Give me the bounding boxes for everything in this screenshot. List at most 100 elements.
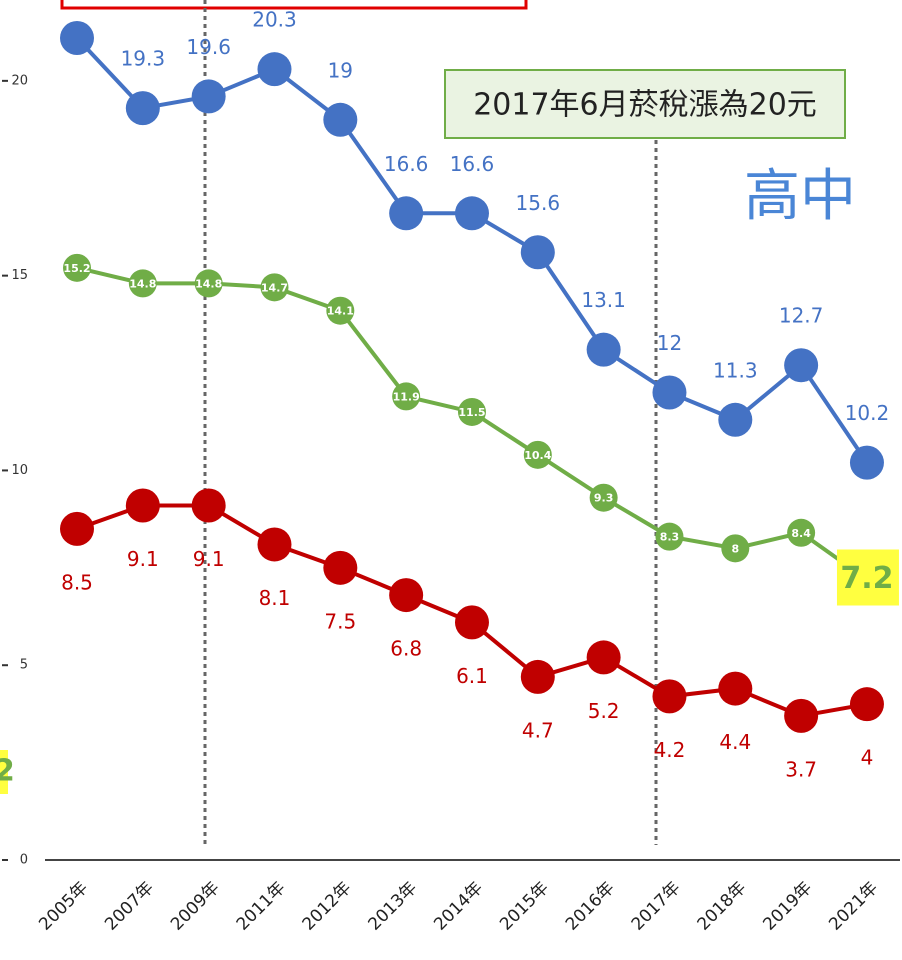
y-tick-label: 5 [20, 658, 28, 673]
data-label: 8.3 [660, 531, 680, 544]
point [260, 273, 289, 302]
data-label: 15.2 [63, 262, 90, 275]
point [849, 687, 884, 722]
point [128, 269, 157, 298]
data-label: 7.2 [840, 561, 893, 596]
point [326, 296, 355, 325]
point [125, 91, 160, 126]
data-label: 8.4 [791, 527, 811, 540]
x-tick-label: 2013年 [364, 878, 421, 935]
point [392, 382, 421, 411]
point [60, 511, 94, 546]
point [523, 440, 552, 469]
x-tick-label: 2005年 [35, 878, 92, 935]
data-label: 14.8 [195, 277, 222, 290]
point [194, 269, 223, 298]
point [718, 671, 753, 706]
data-label: 5.2 [588, 699, 620, 723]
point [520, 659, 555, 694]
point [389, 196, 424, 231]
point [586, 332, 621, 367]
data-label: 8.5 [61, 570, 93, 594]
top-box [60, 0, 528, 10]
annotation-box [444, 69, 846, 139]
point [323, 550, 358, 585]
data-label: 19.6 [186, 35, 231, 59]
annotation: 2017年6月菸稅漲為20元 [473, 88, 817, 123]
highlight [836, 549, 899, 606]
point [457, 397, 486, 426]
point [454, 605, 489, 640]
data-label: 19.3 [121, 47, 166, 71]
point [454, 196, 489, 231]
point [586, 640, 621, 675]
point [63, 253, 91, 282]
data-label: 7.5 [324, 609, 356, 633]
y-tick-label: 0 [20, 853, 28, 868]
point [652, 679, 687, 714]
x-tick-label: 2011年 [233, 878, 290, 935]
data-label: 11.9 [393, 390, 420, 403]
data-label: 10.4 [524, 449, 551, 462]
point [125, 488, 160, 523]
y-tick-label: 20 [11, 73, 28, 88]
data-label: 10.2 [845, 401, 890, 425]
data-label: 12.7 [779, 304, 824, 328]
point [520, 235, 555, 270]
x-tick-label: 2018年 [694, 878, 751, 935]
data-label: 9.3 [594, 492, 614, 505]
point [60, 21, 94, 55]
point [652, 375, 687, 410]
point [849, 445, 884, 480]
data-label: 4.2 [654, 738, 686, 762]
data-label: 13.1 [581, 288, 626, 312]
point [784, 698, 819, 733]
x-tick-label: 2007年 [101, 878, 158, 935]
data-label: 3.7 [785, 757, 817, 781]
x-tick-label: 2016年 [562, 878, 619, 935]
point [589, 483, 618, 512]
data-label: 9.1 [193, 547, 225, 571]
x-tick-label: 2021年 [825, 878, 882, 935]
x-tick-label: 2014年 [430, 878, 487, 935]
highlight [0, 750, 8, 794]
x-tick-label: 2017年 [628, 878, 685, 935]
data-label: 9.1 [127, 547, 159, 571]
data-label: 8.1 [259, 586, 291, 610]
data-label: 14.7 [261, 281, 288, 294]
y-tick-label: 10 [11, 463, 28, 478]
data-label: 19 [328, 58, 353, 82]
data-label: 15.6 [516, 191, 561, 215]
point [787, 518, 816, 547]
data-label: 4 [861, 746, 874, 770]
data-label: 6.8 [390, 637, 422, 661]
data-label: 11.3 [713, 358, 758, 382]
point [191, 488, 226, 523]
data-label: 4.4 [719, 730, 751, 754]
point [191, 79, 226, 114]
point [257, 527, 292, 562]
x-tick-label: 2019年 [759, 878, 816, 935]
x-tick-label: 2015年 [496, 878, 553, 935]
point [257, 52, 292, 87]
point [389, 578, 424, 613]
point [655, 522, 684, 551]
y-tick-label: 15 [11, 268, 28, 283]
data-label: 16.6 [384, 152, 429, 176]
point [721, 534, 750, 563]
data-label: 20.3 [252, 8, 297, 32]
annotation: 2 [0, 754, 15, 789]
data-label: 14.8 [129, 277, 156, 290]
data-label: 4.7 [522, 718, 554, 742]
x-tick-label: 2009年 [167, 878, 224, 935]
x-tick-label: 2012年 [299, 878, 356, 935]
point [323, 102, 358, 137]
point [718, 402, 753, 437]
point [784, 348, 819, 383]
data-label: 11.5 [458, 406, 485, 419]
annotation: 高中 [744, 164, 856, 229]
data-label: 14.1 [327, 305, 354, 318]
data-label: 16.6 [450, 152, 495, 176]
data-label: 8 [731, 542, 739, 555]
